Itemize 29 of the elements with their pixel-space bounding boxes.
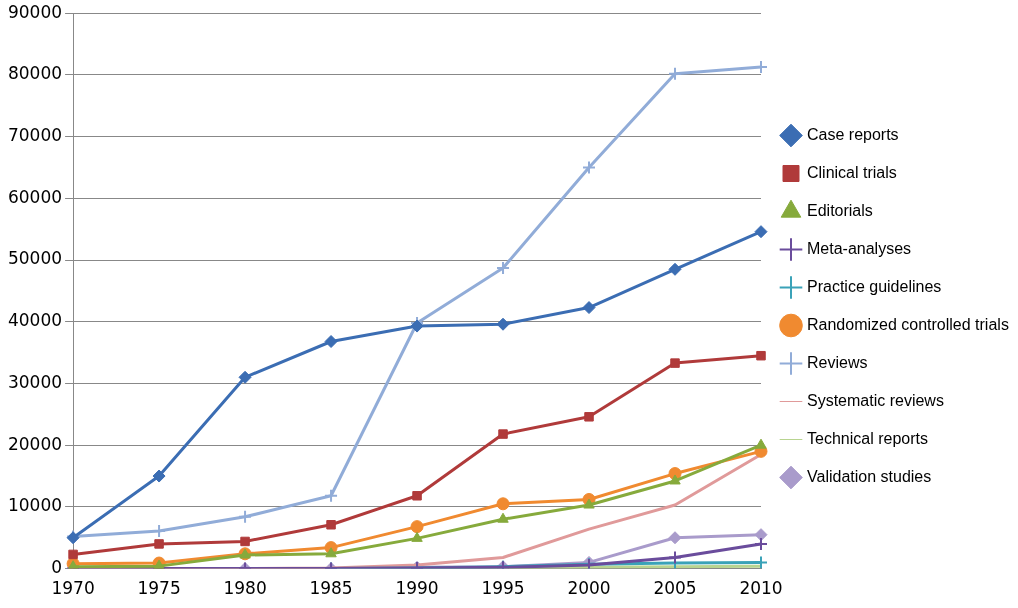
y-tick-label: 30000 xyxy=(7,371,63,392)
x-tick-label: 1975 xyxy=(137,578,181,599)
legend-label: Technical reports xyxy=(807,429,928,447)
legend-label: Editorials xyxy=(807,201,873,219)
legend-label: Practice guidelines xyxy=(807,277,942,295)
y-tick-label: 0 xyxy=(51,557,63,578)
x-tick-label: 2010 xyxy=(739,578,783,599)
legend-label: Systematic reviews xyxy=(807,391,944,409)
legend-label: Validation studies xyxy=(807,467,932,485)
legend-label: Meta-analyses xyxy=(807,239,912,257)
legend-label: Randomized controlled trials xyxy=(807,315,1009,333)
y-tick-label: 50000 xyxy=(7,248,63,269)
x-tick-label: 2000 xyxy=(567,578,611,599)
y-tick-label: 80000 xyxy=(7,63,63,84)
y-tick-label: 70000 xyxy=(7,125,63,146)
legend-label: Reviews xyxy=(807,353,868,371)
y-tick-label: 10000 xyxy=(7,495,63,516)
x-tick-label: 1970 xyxy=(51,578,95,599)
x-tick-label: 1980 xyxy=(223,578,267,599)
x-tick-label: 1995 xyxy=(481,578,525,599)
x-tick-label: 1990 xyxy=(395,578,439,599)
y-tick-label: 20000 xyxy=(7,433,63,454)
y-tick-label: 90000 xyxy=(7,1,63,22)
y-tick-label: 60000 xyxy=(7,186,63,207)
x-tick-label: 1985 xyxy=(309,578,353,599)
legend-label: Clinical trials xyxy=(807,163,897,181)
legend-label: Case reports xyxy=(807,125,899,143)
y-tick-label: 40000 xyxy=(7,310,63,331)
x-tick-label: 2005 xyxy=(653,578,697,599)
